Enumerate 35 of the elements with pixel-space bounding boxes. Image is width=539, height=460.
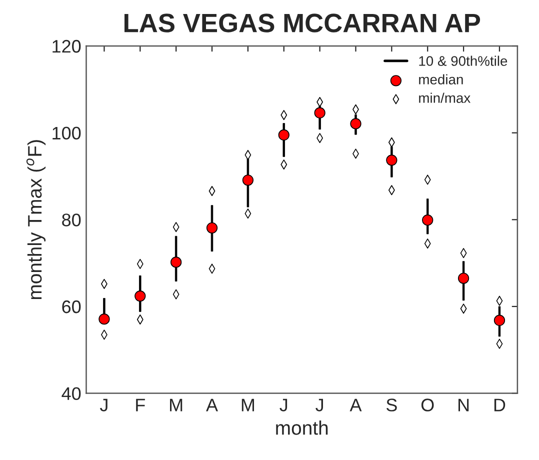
y-tick-label: 40 bbox=[62, 387, 81, 400]
x-tick-label: A bbox=[206, 398, 218, 412]
y-tick-label: 120 bbox=[52, 40, 81, 53]
point bbox=[350, 118, 362, 130]
x-tick-label: J bbox=[280, 398, 288, 412]
point bbox=[458, 272, 470, 284]
legend-label: 10 & 90th%tile bbox=[419, 56, 508, 66]
x-tick-label: A bbox=[350, 398, 362, 412]
chart-title: LAS VEGAS MCCARRAN AP bbox=[124, 14, 480, 32]
y-tick-label: 60 bbox=[62, 300, 81, 314]
point bbox=[494, 314, 506, 326]
point bbox=[314, 107, 326, 118]
x-tick-label: D bbox=[494, 398, 506, 412]
legend-label: median bbox=[419, 74, 463, 84]
x-tick-label: M bbox=[242, 398, 254, 412]
x-tick-label: F bbox=[136, 398, 145, 412]
y-axis-title: monthly Tmax ($^{o}$F) bbox=[26, 140, 46, 300]
y-tick-label: 80 bbox=[62, 214, 81, 226]
x-tick-label: S bbox=[386, 398, 397, 412]
point bbox=[206, 222, 218, 234]
point bbox=[278, 129, 290, 141]
x-tick-label: J bbox=[316, 398, 323, 412]
point bbox=[242, 174, 254, 186]
x-tick-label: N bbox=[458, 398, 469, 412]
point bbox=[422, 214, 434, 226]
point bbox=[134, 290, 146, 302]
point bbox=[386, 154, 398, 166]
x-axis-title: month bbox=[276, 420, 328, 435]
y-tick-label: 100 bbox=[52, 126, 81, 140]
legend-label: min/max bbox=[419, 92, 470, 103]
x-tick-label: M bbox=[170, 398, 182, 412]
point bbox=[98, 313, 110, 325]
point bbox=[170, 256, 182, 268]
x-tick-label: O bbox=[421, 398, 434, 412]
x-tick-label: J bbox=[100, 398, 108, 412]
